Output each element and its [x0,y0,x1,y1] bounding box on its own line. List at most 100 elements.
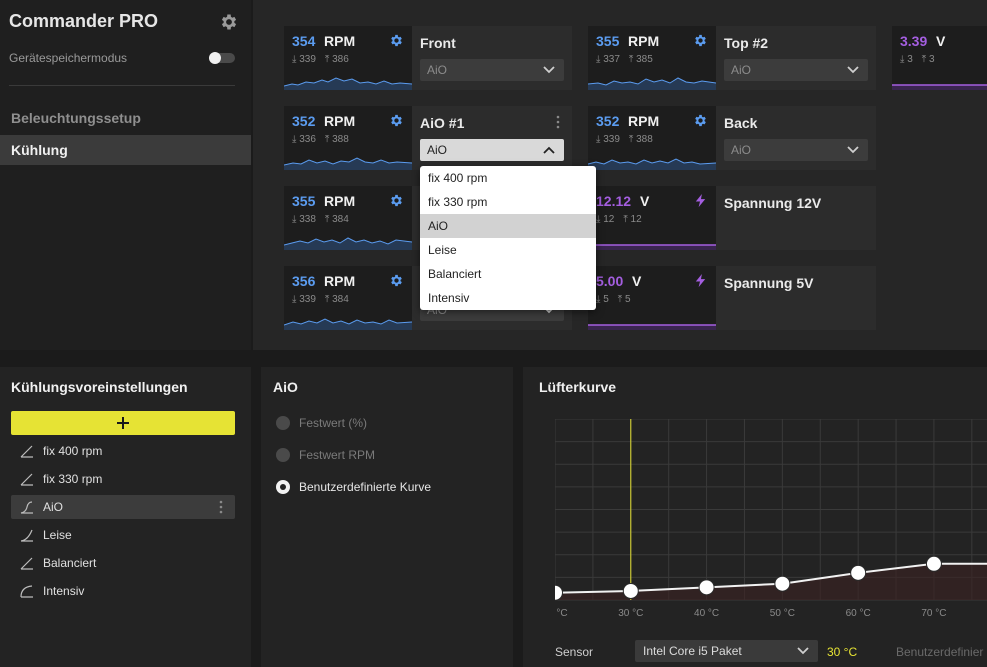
sparkline [588,158,716,170]
radio-label: Benutzerdefinierte Kurve [299,480,432,494]
dropdown-option[interactable]: fix 400 rpm [428,171,488,185]
voltage-value: 3.39 [900,33,928,49]
preset-item[interactable]: fix 330 rpm [11,467,235,491]
fan-card[interactable]: 352 RPM ⤓ 336 ⤒ 388 AiO #1 AiO [284,106,572,170]
preset-select[interactable]: AiO [724,59,868,81]
sensor-select[interactable]: Intel Core i5 Paket [635,640,818,662]
fan-readout: 354 RPM ⤓ 339 ⤒ 386 [284,26,412,90]
preset-label: fix 330 rpm [43,472,103,486]
cooling-presets-panel: Kühlungsvoreinstellungen fix 400 rpm fix… [0,367,251,667]
preset-select-value: AiO [427,143,448,157]
rpm-value: 356 [292,273,316,289]
max-value: 3 [928,54,935,65]
fan-readout: 352 RPM ⤓ 339 ⤒ 388 [588,106,716,170]
curve-point[interactable] [555,584,563,601]
storage-mode-label: Gerätespeichermodus [9,51,128,65]
rpm-unit: RPM [628,113,660,129]
preset-item[interactable]: fix 400 rpm [11,439,235,463]
voltage-card[interactable]: 12.12 V ⤓ 12 ⤒ 12 Spannung 12V [588,186,876,250]
voltage-settings: Spannung 5V [716,266,876,330]
dropdown-option[interactable]: Intensiv [428,291,470,305]
preset-select[interactable]: AiO [420,139,564,161]
min-max: ⤓ 339 ⤒ 386 [292,54,349,65]
curve-point[interactable] [698,579,715,596]
curve-point[interactable] [622,582,639,599]
fan-card[interactable]: 355 RPM ⤓ 337 ⤒ 385 Top #2 AiO [588,26,876,90]
fan-readout: 355 RPM ⤓ 338 ⤒ 384 [284,186,412,250]
min-max: ⤓ 338 ⤒ 384 [292,214,349,225]
storage-mode-toggle[interactable] [209,52,235,64]
dropdown-option[interactable]: Leise [428,243,457,257]
radio-custom-curve[interactable]: Benutzerdefinierte Kurve [276,479,431,495]
panel-title: Kühlungsvoreinstellungen [11,379,188,395]
max-value: 385 [636,54,653,65]
dropdown-option[interactable]: Balanciert [428,267,482,281]
gear-icon[interactable] [389,193,404,208]
chevron-down-icon [543,66,555,74]
more-options-icon[interactable] [556,115,560,129]
chevron-down-icon [847,66,859,74]
fan-readout: 352 RPM ⤓ 336 ⤒ 388 [284,106,412,170]
gear-icon[interactable] [389,273,404,288]
voltage-value: 12.12 [596,193,632,209]
curve-point[interactable] [850,564,867,581]
radio-label: Festwert (%) [299,416,368,430]
gear-icon[interactable] [219,12,239,32]
curve-point[interactable] [925,555,942,572]
sparkline [588,324,716,330]
more-options-icon[interactable] [219,500,223,514]
fan-settings: Top #2 AiO [716,26,876,90]
sensor-select-value: Intel Core i5 Paket [643,644,742,658]
max-value: 388 [636,134,653,145]
nav-cooling[interactable]: Kühlung [0,135,251,165]
rpm-value: 355 [292,193,316,209]
gear-icon[interactable] [389,33,404,48]
fan-readout: 356 RPM ⤓ 339 ⤒ 384 [284,266,412,330]
dropdown-option-selected[interactable]: AiO [420,214,596,238]
dropdown-option[interactable]: fix 330 rpm [428,195,488,209]
voltage-name: Spannung 5V [724,275,814,291]
fan-card[interactable]: 354 RPM ⤓ 339 ⤒ 386 Front AiO [284,26,572,90]
fan-card[interactable]: 352 RPM ⤓ 339 ⤒ 388 Back AiO [588,106,876,170]
chevron-down-icon [847,146,859,154]
sparkline [588,77,716,90]
gear-icon[interactable] [693,113,708,128]
fan-curve-chart[interactable]: 20 °C 30 °C 40 °C 50 °C 60 °C 70 °C [555,419,987,624]
preset-item-active[interactable]: AiO [11,495,235,519]
divider [9,85,235,86]
rpm-value: 352 [292,113,316,129]
min-value: 339 [299,294,316,305]
gear-icon[interactable] [389,113,404,128]
radio-fixed-percent[interactable]: Festwert (%) [276,415,367,431]
gear-icon[interactable] [693,33,708,48]
preset-item[interactable]: Leise [11,523,235,547]
preset-select[interactable]: AiO [420,59,564,81]
nav-lighting-setup[interactable]: Beleuchtungssetup [11,110,141,126]
preset-item[interactable]: Balanciert [11,551,235,575]
voltage-card[interactable]: 5.00 V ⤓ 5 ⤒ 5 Spannung 5V [588,266,876,330]
radio-fixed-rpm[interactable]: Festwert RPM [276,447,375,463]
rpm-value: 355 [596,33,620,49]
curve-icon [20,445,33,458]
min-max: ⤓ 339 ⤒ 388 [596,134,653,145]
fan-curve-panel: Lüfterkurve 20 °C 30 °C 40 °C 50 °C 60 °C 70 … [523,367,987,667]
preset-label: Intensiv [43,584,85,598]
min-value: 12 [603,214,615,225]
fan-settings: Front AiO [412,26,572,90]
fan-name: Front [420,35,456,51]
voltage-card[interactable]: 3.39 V ⤓ 3 ⤒ 3 [892,26,987,90]
sensor-temperature: 30 °C [827,645,858,659]
sparkline [588,244,716,250]
voltage-unit: V [640,193,650,209]
preset-item[interactable]: Intensiv [11,579,235,603]
min-max: ⤓ 12 ⤒ 12 [596,214,642,225]
x-tick-label: 20 °C [555,608,568,619]
rpm-unit: RPM [324,193,356,209]
add-preset-button[interactable] [11,411,235,435]
x-tick-label: 60 °C [846,608,871,619]
preset-select[interactable]: AiO [724,139,868,161]
plus-icon [117,417,129,429]
min-value: 337 [603,54,620,65]
curve-point[interactable] [774,575,791,592]
min-max: ⤓ 337 ⤒ 385 [596,54,653,65]
